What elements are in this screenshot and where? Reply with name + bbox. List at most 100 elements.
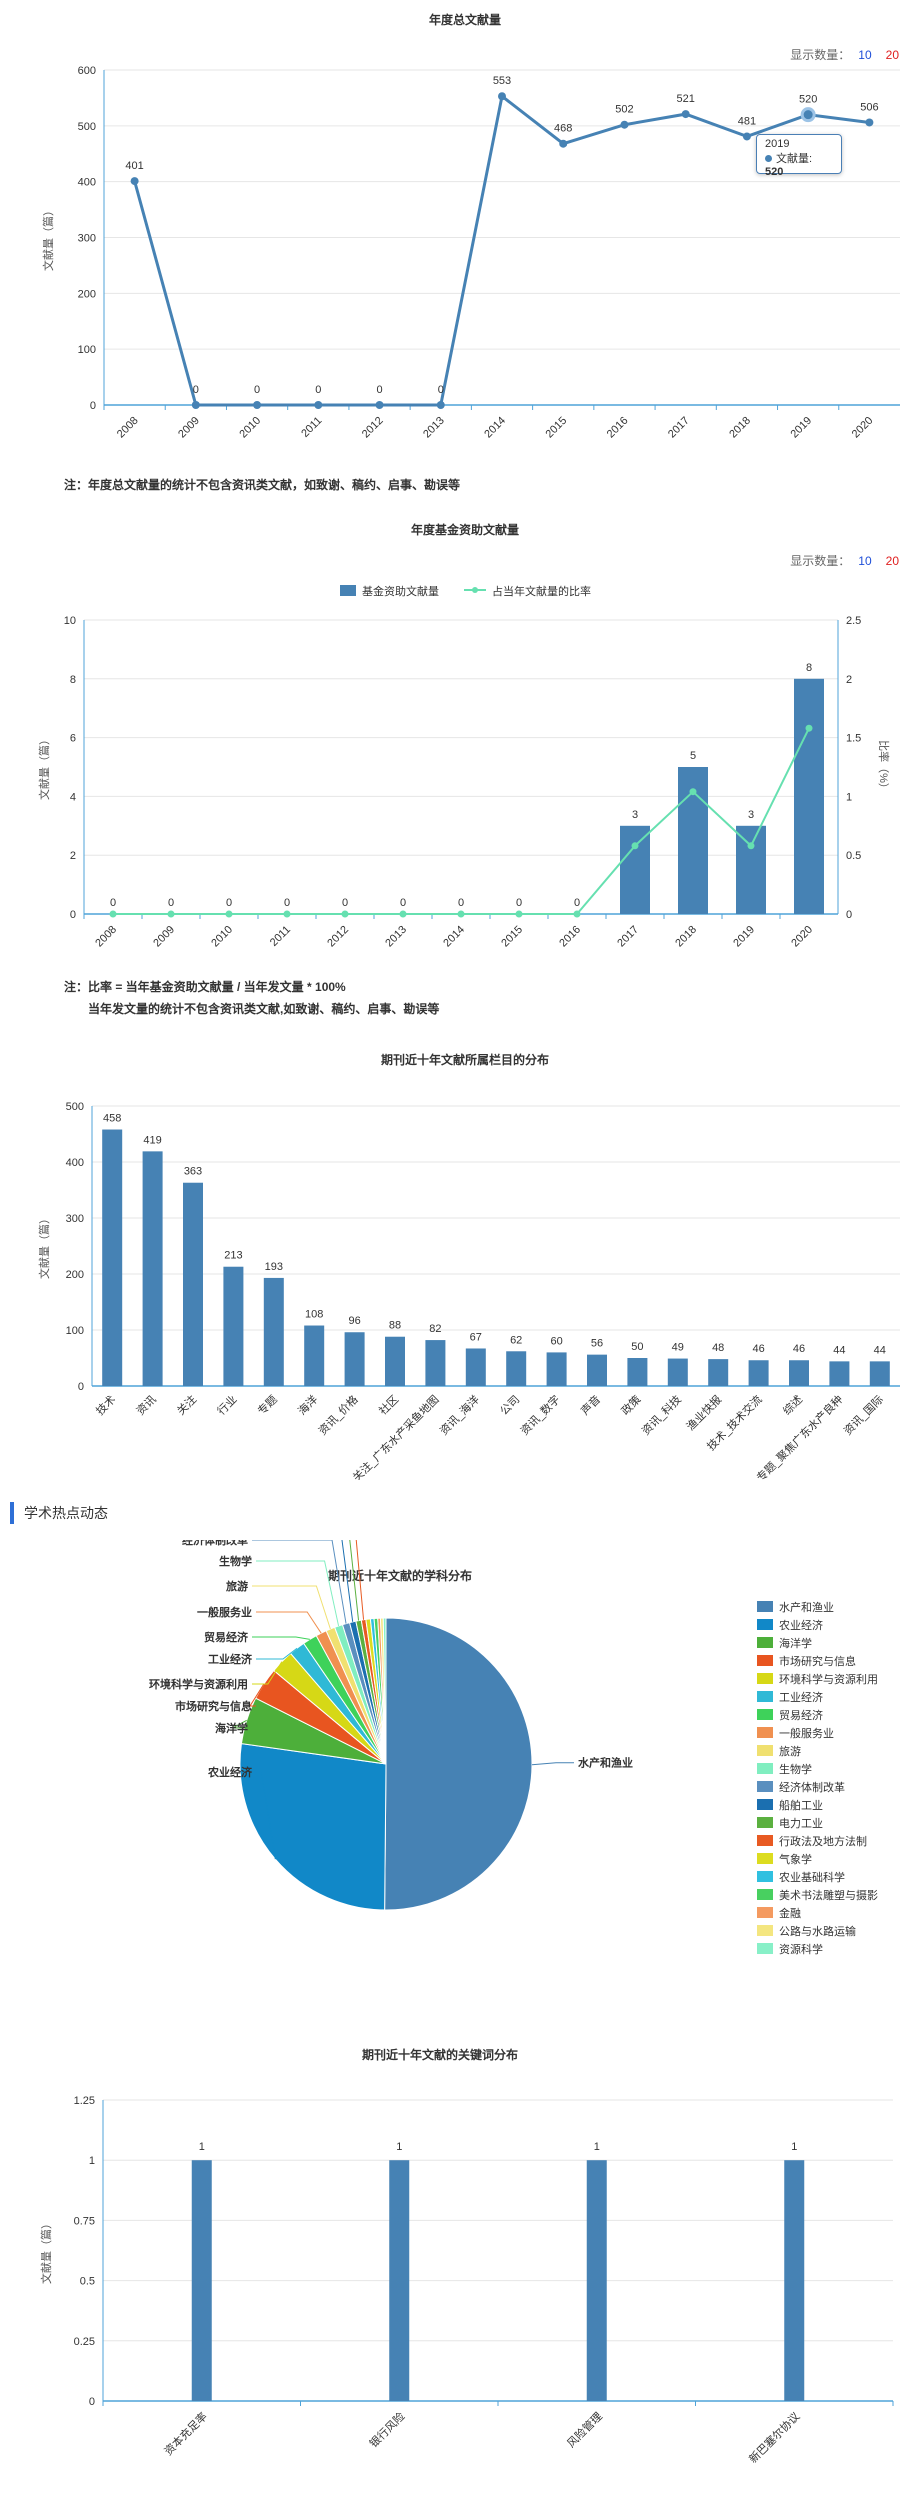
c5-y-tick-label: 0 (89, 2396, 95, 2408)
legend-label: 船舶工业 (779, 1798, 823, 1812)
right-y-tick-label: 2 (846, 674, 852, 686)
y-axis-title: 文献量（篇） (37, 734, 51, 800)
data-label: 62 (510, 1334, 522, 1346)
x-tick-label: 资本充足率 (161, 2409, 210, 2458)
slice-label: 水产和渔业 (578, 1756, 633, 1770)
x-tick-label: 2011 (268, 924, 293, 949)
data-label: 506 (860, 101, 878, 113)
legend-label: 农业基础科学 (779, 1870, 845, 1884)
data-label: 44 (874, 1344, 886, 1356)
ratio-point (515, 910, 523, 918)
legend-swatch (757, 1871, 773, 1882)
bar (620, 825, 650, 914)
display-count-label: 显示数量： (790, 48, 851, 62)
ratio-point (167, 910, 175, 918)
x-tick-label: 渔业快报 (683, 1392, 724, 1433)
data-label: 458 (103, 1113, 121, 1125)
data-label: 1 (791, 2141, 797, 2153)
right-y-tick-label: 1.5 (846, 733, 861, 745)
data-label: 56 (591, 1338, 603, 1350)
data-point (191, 401, 200, 409)
bar (736, 825, 766, 914)
x-tick-label: 2010 (209, 924, 235, 950)
bar (784, 2160, 805, 2401)
chart-title: 年度总文献量 (429, 12, 501, 27)
c5-y-tick-label: 0.25 (74, 2336, 95, 2348)
x-tick-label: 政策 (618, 1392, 643, 1417)
leader-line (355, 1540, 365, 1620)
leader-line (256, 1647, 298, 1660)
data-label: 0 (574, 897, 580, 909)
slice-label: 贸易经济 (204, 1630, 249, 1644)
bar (587, 1354, 607, 1386)
legend-label: 生物学 (779, 1762, 812, 1776)
data-label: 0 (315, 384, 321, 396)
data-label: 48 (712, 1342, 724, 1354)
chart1-note: 注：年度总文献量的统计不包含资讯类文献，如致谢、稿约、启事、勘误等 (64, 478, 461, 492)
x-tick-label: 2013 (421, 415, 447, 441)
ratio-point (747, 842, 755, 850)
right-y-axis-title: 比率（%） (877, 740, 891, 794)
c3-y-tick-label: 200 (66, 1269, 84, 1281)
display-count-20-button[interactable]: 20 (885, 48, 899, 62)
legend-swatch (757, 1763, 773, 1774)
tooltip-value: 520 (765, 166, 784, 178)
column-distribution-bar-chart: 期刊近十年文献所属栏目的分布 0 100 200 300 400 500 文献量（篇） 458 技… (37, 1052, 900, 1480)
x-tick-label: 2015 (544, 415, 570, 441)
bar (586, 2160, 607, 2401)
c1-y-tick-label: 600 (78, 65, 96, 77)
chart-title: 期刊近十年文献的关键词分布 (362, 2047, 518, 2062)
x-tick-label: 技术 (94, 1393, 119, 1418)
legend-swatch (757, 1619, 773, 1630)
c5-y-tick-label: 1.25 (74, 2095, 95, 2107)
ratio-point (283, 910, 291, 918)
bar (546, 1352, 567, 1386)
x-tick-label: 海洋 (295, 1392, 320, 1417)
legend-swatch (757, 1907, 773, 1918)
data-label: 3 (748, 809, 754, 821)
data-label: 0 (376, 384, 382, 396)
bar (465, 1348, 486, 1386)
x-tick-label: 2020 (850, 415, 876, 441)
data-point (314, 401, 323, 409)
display-count-20-button[interactable]: 20 (885, 554, 899, 568)
legend-swatch (757, 1601, 773, 1612)
data-label: 8 (806, 662, 812, 674)
x-tick-label: 2016 (557, 924, 583, 950)
legend-swatch-dot (472, 587, 478, 593)
data-label: 0 (458, 897, 464, 909)
tooltip-label: 文献量: (776, 153, 813, 165)
bar (794, 678, 824, 914)
display-count-10-button[interactable]: 10 (858, 48, 872, 62)
pie-slice (239, 1743, 387, 1911)
c5-y-tick-label: 0.5 (80, 2276, 95, 2288)
pie-slice (382, 1617, 387, 1765)
data-label: 108 (305, 1309, 323, 1321)
slice-label: 农业经济 (207, 1765, 253, 1779)
data-label: 213 (224, 1250, 242, 1262)
legend-swatch-bar (340, 585, 356, 596)
x-tick-label: 2014 (441, 924, 467, 950)
c3-y-tick-label: 500 (66, 1101, 84, 1113)
data-label: 363 (184, 1166, 202, 1178)
x-tick-label: 资讯_国际 (841, 1393, 886, 1438)
data-point (253, 401, 262, 409)
x-tick-label: 综述 (780, 1392, 805, 1417)
slice-label: 生物学 (219, 1554, 252, 1568)
bar (223, 1266, 244, 1386)
data-label: 0 (284, 897, 290, 909)
slice-label: 经济体制改革 (182, 1540, 248, 1547)
display-count-10-button[interactable]: 10 (858, 554, 872, 568)
leader-line (256, 1771, 276, 1860)
x-tick-label: 2012 (325, 924, 351, 950)
x-tick-label: 2012 (360, 415, 386, 441)
data-label: 0 (516, 897, 522, 909)
bar (183, 1182, 203, 1386)
x-tick-label: 新巴塞尔协议 (746, 2409, 803, 2466)
data-label: 401 (125, 160, 143, 172)
c2-y-tick-label: 8 (70, 674, 76, 686)
x-tick-label: 2018 (727, 415, 753, 441)
y-axis-title: 文献量（篇） (39, 2218, 53, 2284)
chart-title: 年度基金资助文献量 (411, 522, 519, 537)
